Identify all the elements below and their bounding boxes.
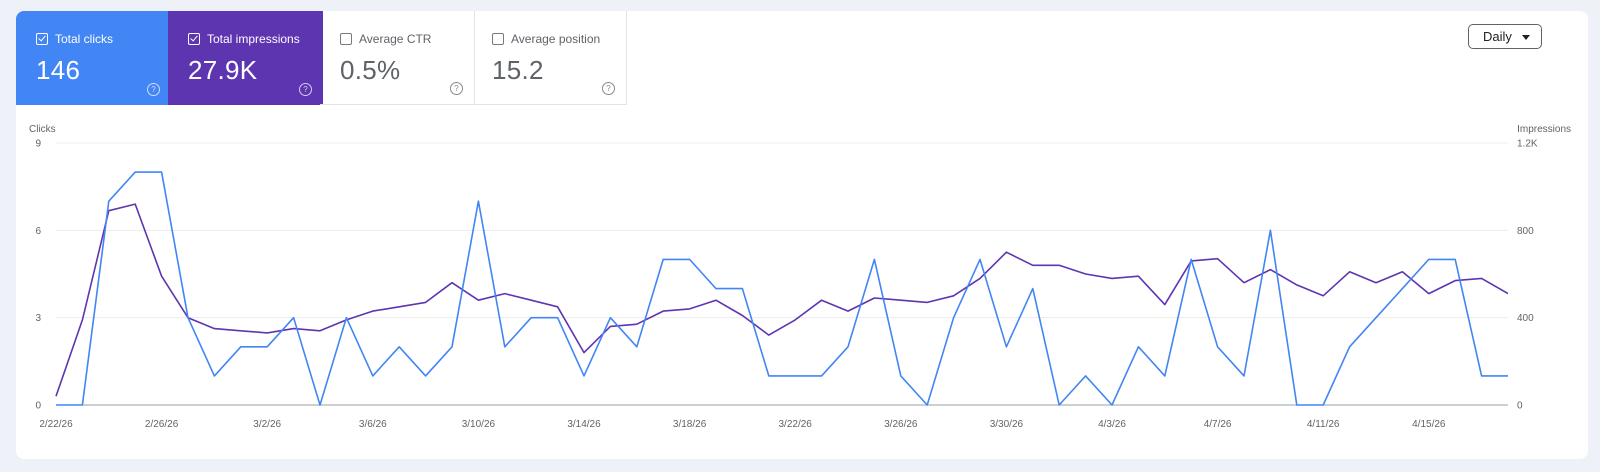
x-axis-tick-label: 3/22/26	[779, 419, 813, 430]
grid-lines	[56, 142, 1508, 406]
left-axis-tick-label: 6	[35, 226, 41, 237]
x-axis-tick-label: 3/26/26	[884, 419, 918, 430]
metric-card-average-position[interactable]: Average position 15.2 ?	[472, 11, 627, 105]
caret-down-icon	[1522, 35, 1530, 40]
granularity-dropdown[interactable]: Daily	[1468, 24, 1542, 49]
right-axis-tick-label: 1.2K	[1517, 139, 1538, 150]
x-axis-tick-label: 4/11/26	[1307, 419, 1340, 430]
x-axis-tick-label: 3/2/26	[253, 419, 281, 430]
right-axis-tick-label: 0	[1517, 401, 1523, 412]
performance-card: Total clicks 146 ? Total impressions 27.…	[16, 11, 1588, 459]
left-axis-tick-label: 0	[35, 401, 41, 412]
checkbox-checked-icon[interactable]	[188, 33, 200, 45]
metric-value: 15.2	[492, 55, 544, 85]
x-axis-tick-label: 2/26/26	[145, 419, 179, 430]
series-line-impressions	[55, 203, 1509, 397]
checkbox-unchecked-icon[interactable]	[340, 33, 352, 45]
series-line-clicks	[56, 171, 1508, 406]
metric-label: Total clicks	[55, 32, 114, 46]
metric-card-total-impressions[interactable]: Total impressions 27.9K ?	[168, 11, 323, 105]
metric-label: Average position	[511, 32, 601, 46]
performance-line-chart: Clicks Impressions 0 3 6 9 0 400 800 1.2K 2/22…	[29, 124, 1571, 430]
metric-value: 0.5%	[340, 55, 401, 85]
help-icon[interactable]: ?	[147, 83, 160, 96]
help-icon[interactable]: ?	[602, 82, 615, 95]
right-axis-tick-label: 400	[1517, 313, 1534, 324]
x-axis-ticks: 2/22/26 2/26/26 3/2/26 3/6/26 3/10/26 3/14/26…	[39, 419, 1446, 430]
x-axis-tick-label: 4/15/26	[1412, 419, 1446, 430]
checkbox-unchecked-icon[interactable]	[492, 33, 504, 45]
metric-value: 27.9K	[188, 55, 258, 85]
x-axis-tick-label: 3/14/26	[567, 419, 601, 430]
x-axis-tick-label: 3/10/26	[462, 419, 496, 430]
help-icon[interactable]: ?	[450, 82, 463, 95]
x-axis-tick-label: 3/30/26	[990, 419, 1024, 430]
x-axis-tick-label: 4/3/26	[1098, 419, 1126, 430]
x-axis-tick-label: 2/22/26	[39, 419, 73, 430]
right-axis-title: Impressions	[1517, 124, 1571, 135]
checkbox-checked-icon[interactable]	[36, 33, 48, 45]
left-axis-tick-label: 3	[35, 313, 41, 324]
metric-label: Average CTR	[359, 32, 432, 46]
x-axis-tick-label: 3/18/26	[673, 419, 707, 430]
x-axis-tick-label: 3/6/26	[359, 419, 387, 430]
granularity-label: Daily	[1483, 29, 1512, 44]
metric-label: Total impressions	[207, 32, 300, 46]
metric-card-total-clicks[interactable]: Total clicks 146 ?	[16, 11, 171, 105]
metric-card-average-ctr[interactable]: Average CTR 0.5% ?	[320, 11, 475, 105]
help-icon[interactable]: ?	[299, 83, 312, 96]
series-lines	[55, 171, 1509, 406]
left-axis-title: Clicks	[29, 124, 56, 135]
right-axis-tick-label: 800	[1517, 226, 1534, 237]
right-axis-ticks: 0 400 800 1.2K	[1517, 139, 1538, 412]
left-axis-tick-label: 9	[35, 139, 41, 150]
metric-value: 146	[36, 55, 81, 85]
x-axis-tick-label: 4/7/26	[1204, 419, 1232, 430]
left-axis-ticks: 0 3 6 9	[35, 139, 41, 412]
